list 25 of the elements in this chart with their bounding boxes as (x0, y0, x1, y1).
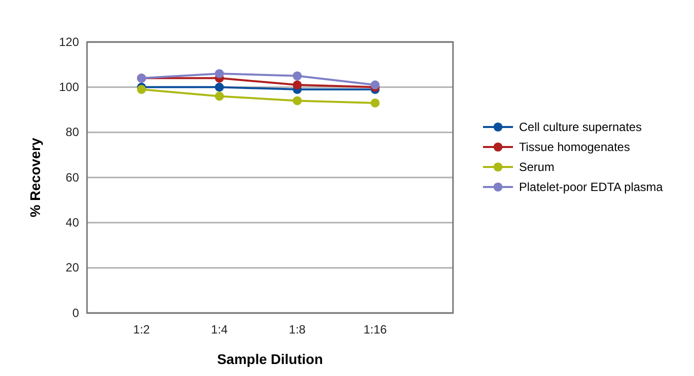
point (370, 98, 380, 108)
point (292, 96, 302, 106)
legend-label: Cell culture supernates (519, 120, 642, 134)
y-tick-label: 60 (66, 170, 80, 184)
point (292, 71, 302, 80)
point (214, 69, 224, 78)
y-tick-label: 40 (66, 216, 80, 230)
x-tick-label: 1:4 (211, 322, 228, 337)
legend-label: Platelet-poor EDTA plasma (519, 180, 664, 194)
point (370, 80, 380, 90)
x-tick-label: 1:2 (133, 322, 150, 337)
y-axis-title: % Recovery (27, 138, 43, 218)
y-tick-label: 20 (66, 260, 80, 275)
y-tick-label: 0 (72, 306, 80, 320)
y-tick-label: 120 (58, 34, 80, 49)
legend-label: Serum (519, 160, 554, 174)
y-tick-label: 80 (66, 125, 80, 140)
point (292, 80, 302, 90)
x-tick-label: 1:8 (288, 322, 306, 337)
point (214, 92, 224, 101)
y-tick-label: 100 (58, 80, 80, 94)
x-axis-title: Sample Dilution (217, 351, 323, 367)
legend-label: Tissue homogenates (519, 140, 630, 154)
point (214, 82, 224, 92)
x-tick-label: 1:16 (363, 322, 388, 337)
